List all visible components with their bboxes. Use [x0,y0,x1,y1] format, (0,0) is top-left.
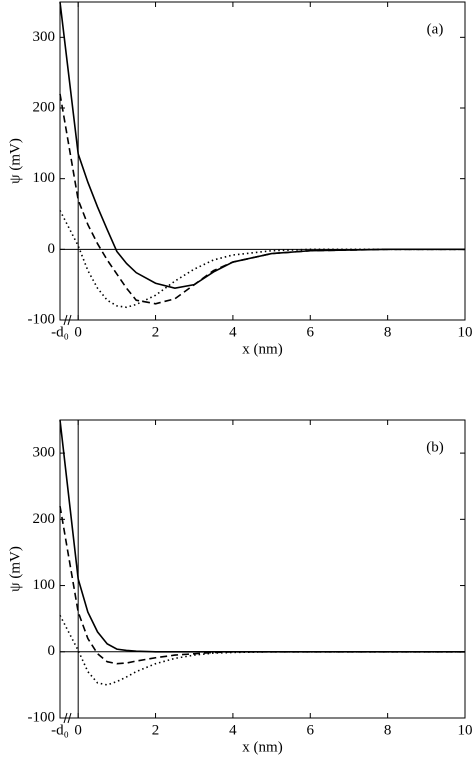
x-tick-label: 8 [384,722,392,738]
y-tick-label: 100 [33,577,56,593]
x-tick-label: 6 [307,324,315,340]
line-series [59,419,465,653]
y-tick-label: 200 [33,511,56,527]
line-series [59,505,465,665]
y-axis-label: ψ (mV) [7,138,23,184]
x-tick-label: 10 [458,324,473,340]
x-tick-label: 0 [74,722,82,738]
y-tick-label: 200 [33,99,56,115]
y-tick-label: 0 [48,241,56,257]
x-tick-label: 4 [229,324,237,340]
x-tick-label: 8 [384,324,392,340]
x-tick-label: 6 [307,722,315,738]
x-tick-label: 2 [152,722,160,738]
panel-label: (a) [427,21,444,37]
y-axis-label: ψ (mV) [7,546,23,592]
panel-label: (b) [426,439,444,455]
axis-break [63,314,72,326]
x-tick-label: -d₀ [51,722,69,738]
x-axis-label: x (nm) [242,341,282,357]
plot-frame [59,419,466,719]
line-series [59,614,465,686]
line-series [59,93,465,305]
line-series [59,210,465,309]
x-tick-label: 10 [458,722,473,738]
x-tick-label: 4 [229,722,237,738]
plot-frame [59,1,466,321]
x-axis-label: x (nm) [242,739,282,755]
y-tick-label: -100 [28,709,56,725]
line-series [59,1,465,290]
y-tick-label: -100 [28,311,56,327]
y-tick-label: 0 [48,643,56,659]
x-tick-label: 2 [152,324,160,340]
y-tick-label: 300 [33,29,56,45]
y-tick-label: 300 [33,445,56,461]
x-tick-label: 0 [74,324,82,340]
y-tick-label: 100 [33,170,56,186]
axis-break [63,712,72,724]
x-tick-label: -d₀ [51,324,69,340]
